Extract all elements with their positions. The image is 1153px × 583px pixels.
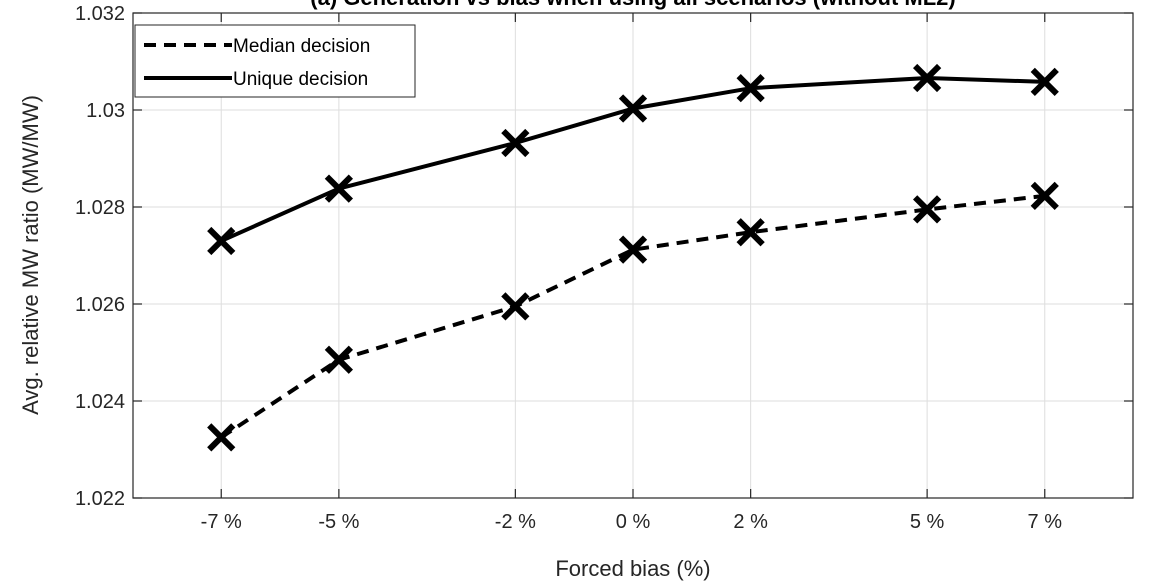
data-point-median-decision [618,235,648,264]
y-tick-label: 1.03 [86,100,125,122]
x-tick-label: 5 % [910,511,945,533]
y-tick-label: 1.024 [75,391,125,413]
data-point-unique-decision [736,74,765,103]
data-point-median-decision [736,218,765,247]
x-tick-label: -2 % [495,511,536,533]
legend-label-unique: Unique decision [233,69,368,90]
y-tick-label: 1.032 [75,3,125,25]
data-point-unique-decision [501,128,530,158]
chart-title: (a) Generation vs bias when using all sc… [310,0,955,10]
legend-box [134,24,416,98]
series-layer [207,63,1059,452]
data-point-unique-decision [618,94,648,123]
x-tick-label: 7 % [1028,511,1063,533]
series-unique-decision [207,63,1059,256]
data-point-unique-decision [912,63,942,93]
x-tick-label: -5 % [318,511,359,533]
data-point-unique-decision [1030,67,1059,96]
legend-label-median: Median decision [233,36,370,57]
x-tick-label: -7 % [201,511,242,533]
x-tick-label: 0 % [616,511,651,533]
data-point-median-decision [1030,181,1059,210]
data-point-median-decision [207,423,236,452]
axis-ticks: -7 % -5 % -2 % 0 % 2 % 5 % 7 % 1.022 1.024 1.026 1… [75,3,1133,533]
data-point-median-decision [501,292,530,321]
data-point-median-decision [324,345,354,374]
data-point-unique-decision [207,226,236,256]
x-tick-label: 2 % [733,511,768,533]
x-axis-label: Forced bias (%) [555,556,710,581]
legend: Median decision Unique decision [134,24,416,98]
data-point-median-decision [912,195,942,224]
y-tick-label: 1.026 [75,294,125,316]
data-point-unique-decision [324,174,354,203]
y-tick-label: 1.028 [75,197,125,219]
y-axis-label: Avg. relative MW ratio (MW/MW) [18,95,43,415]
y-tick-label: 1.022 [75,488,125,510]
series-median-decision [207,181,1059,452]
